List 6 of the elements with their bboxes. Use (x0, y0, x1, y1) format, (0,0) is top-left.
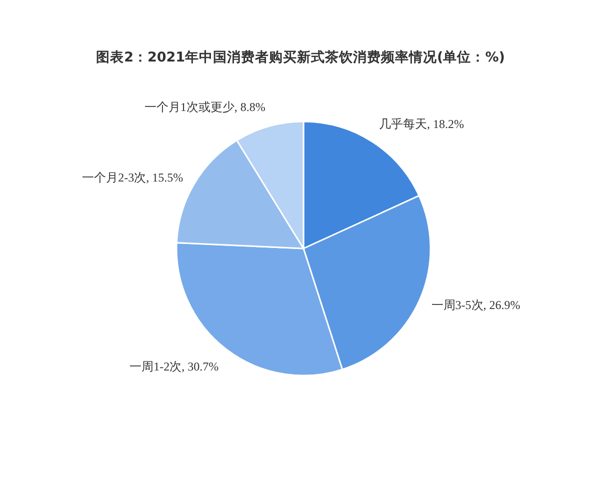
slice-label: 一周1-2次, 30.7% (130, 359, 219, 374)
slice-label: 几乎每天, 18.2% (379, 116, 464, 131)
chart-title: 图表2：2021年中国消费者购买新式茶饮消费频率情况(单位：%) (96, 48, 505, 66)
slice-label: 一周3-5次, 26.9% (431, 298, 520, 312)
slice-label: 一个月2-3次, 15.5% (82, 170, 184, 185)
slice-label: 一个月1次或更少, 8.8% (144, 100, 266, 114)
